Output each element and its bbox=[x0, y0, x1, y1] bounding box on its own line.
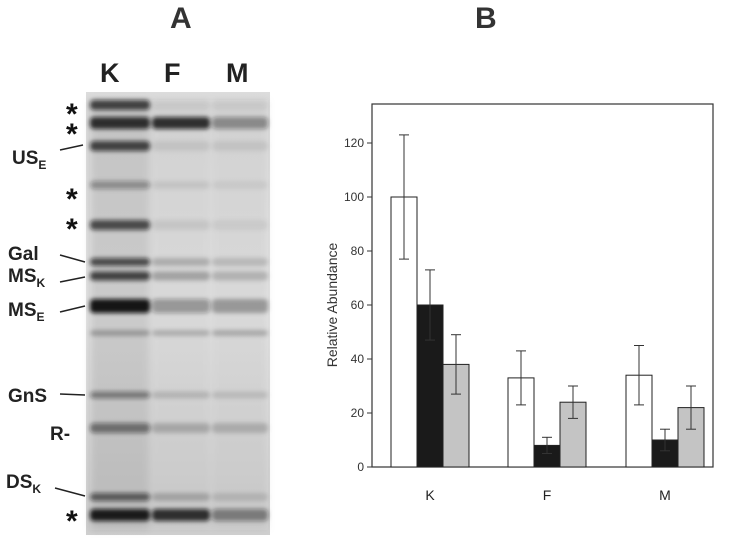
band-pointer-line bbox=[59, 393, 86, 396]
star-marker: * bbox=[66, 98, 78, 131]
x-tick-label: K bbox=[425, 487, 435, 503]
gel-lane-smear bbox=[90, 100, 150, 530]
star-marker: * bbox=[66, 505, 78, 538]
y-tick-label: 40 bbox=[351, 352, 365, 366]
lane-label-k: K bbox=[100, 58, 120, 88]
band-label-r: R- bbox=[50, 424, 71, 445]
panel-a-letter: A bbox=[170, 2, 192, 35]
gel-lane-smear bbox=[152, 100, 210, 530]
band-label-ds-k: DSK bbox=[6, 472, 42, 496]
lane-label-m: M bbox=[226, 58, 249, 88]
panel-b-letter: B bbox=[475, 2, 497, 35]
y-axis-label: Relative Abundance bbox=[324, 243, 340, 368]
y-tick-label: 20 bbox=[351, 406, 365, 420]
y-tick-label: 60 bbox=[351, 298, 365, 312]
band-label-ms-e: MSE bbox=[8, 300, 45, 324]
band-label-gal: Gal bbox=[8, 244, 39, 265]
star-marker: * bbox=[66, 213, 78, 246]
band-pointer-line bbox=[59, 305, 86, 313]
y-tick-label: 80 bbox=[351, 244, 365, 258]
band-label-ms-k: MSK bbox=[8, 266, 46, 290]
y-tick-label: 100 bbox=[344, 190, 364, 204]
band-pointer-line bbox=[59, 254, 86, 263]
band-pointer-line bbox=[59, 276, 86, 283]
lane-label-f: F bbox=[164, 58, 181, 88]
band-label-gns: GnS bbox=[8, 386, 48, 407]
x-tick-label: M bbox=[659, 487, 671, 503]
band-pointer-line bbox=[54, 487, 86, 497]
band-pointer-line bbox=[59, 144, 84, 151]
y-tick-label: 120 bbox=[344, 136, 364, 150]
star-marker: * bbox=[66, 118, 78, 151]
band-label-us-e: USE bbox=[12, 148, 47, 172]
star-marker: * bbox=[66, 183, 78, 216]
gel-lane-smear bbox=[212, 100, 268, 530]
y-tick-label: 0 bbox=[357, 460, 364, 474]
x-tick-label: F bbox=[543, 487, 552, 503]
